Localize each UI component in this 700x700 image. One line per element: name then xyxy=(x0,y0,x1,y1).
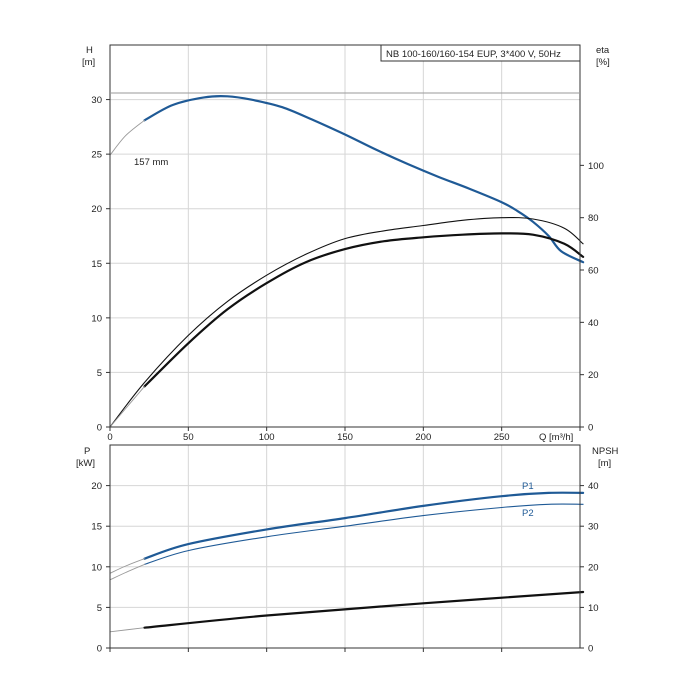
y-left-tick-label-bottom: 0 xyxy=(97,644,102,655)
legend-p2: P2 xyxy=(522,508,534,519)
x-tick-label: 50 xyxy=(183,432,194,443)
y-right-unit-percent: [%] xyxy=(596,57,610,68)
y-left-tick-label-bottom: 20 xyxy=(91,481,102,492)
y-left-tick-label: 5 xyxy=(97,368,102,379)
y-left-unit-m: [m] xyxy=(82,57,95,68)
title-box xyxy=(380,44,581,62)
npsh-curve-extension xyxy=(109,627,145,633)
legend-p1: P1 xyxy=(522,481,534,492)
y-left-tick-label: 20 xyxy=(91,204,102,215)
top-plot-curves xyxy=(109,94,585,428)
y-left-tick-label-bottom: 10 xyxy=(91,562,102,573)
y-right-tick-label-bottom: 20 xyxy=(588,562,599,573)
y-left-tick-label-bottom: 5 xyxy=(97,603,102,614)
y-right-tick-label: 60 xyxy=(588,266,599,277)
y-right-tick-label: 40 xyxy=(588,318,599,329)
y-right-label-npsh: NPSH xyxy=(592,446,619,457)
bottom-plot-curves xyxy=(109,491,585,633)
eta-curve-upper xyxy=(109,216,584,428)
y-left-tick-label: 0 xyxy=(97,423,102,434)
p2-curve-extension xyxy=(109,563,145,581)
x-tick-label: 200 xyxy=(415,432,431,443)
y-right-label-eta: eta xyxy=(596,45,610,56)
p2-curve xyxy=(143,503,584,565)
x-tick-label: 250 xyxy=(494,432,510,443)
x-tick-label: 100 xyxy=(259,432,275,443)
x-tick-label: 150 xyxy=(337,432,353,443)
axis-tick-labels: 0 50 100 150 200 2500510152025300204060801000… xyxy=(91,95,603,654)
impeller-diameter-label: 157 mm xyxy=(134,157,168,168)
y-right-tick-label: 100 xyxy=(588,161,604,172)
p1-curve-extension xyxy=(109,558,145,574)
y-left-tick-label: 30 xyxy=(91,95,102,106)
y-right-tick-label: 0 xyxy=(588,423,593,434)
y-left-tick-label: 25 xyxy=(91,150,102,161)
eta-curve-lower xyxy=(143,232,585,388)
head-curve-extension xyxy=(109,119,145,156)
y-right-tick-label-bottom: 0 xyxy=(588,644,593,655)
y-left-unit-kw: [kW] xyxy=(76,458,95,469)
chart-title: NB 100-160/160-154 EUP, 3*400 V, 50Hz xyxy=(386,49,561,60)
y-right-tick-label: 20 xyxy=(588,370,599,381)
y-right-tick-label-bottom: 40 xyxy=(588,481,599,492)
head-curve-157mm xyxy=(143,94,585,264)
y-left-tick-label: 15 xyxy=(91,259,102,270)
y-left-label-h: H xyxy=(86,45,93,56)
y-right-tick-label-bottom: 30 xyxy=(588,522,599,533)
x-tick-label: 0 xyxy=(107,432,112,443)
p1-curve xyxy=(143,491,585,560)
npsh-curve xyxy=(143,590,585,629)
y-right-tick-label: 80 xyxy=(588,213,599,224)
eta-curve-extension xyxy=(109,386,145,428)
bottom-plot-frame xyxy=(109,444,581,649)
bottom-plot-grid xyxy=(110,445,580,648)
y-left-tick-label: 10 xyxy=(91,313,102,324)
x-axis-label: Q [m³/h] xyxy=(539,432,573,443)
y-right-unit-npsh-m: [m] xyxy=(598,458,611,469)
y-left-tick-label-bottom: 15 xyxy=(91,522,102,533)
y-right-tick-label-bottom: 10 xyxy=(588,603,599,614)
y-left-label-p: P xyxy=(84,446,90,457)
top-plot-frame xyxy=(109,44,581,428)
